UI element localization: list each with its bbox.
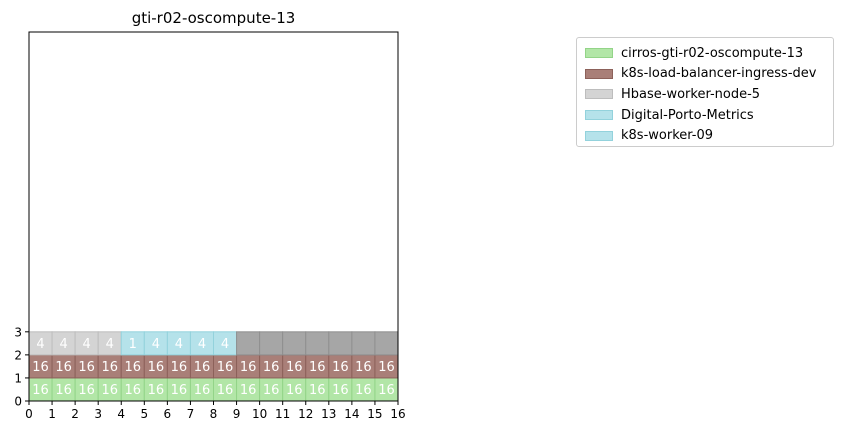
legend-item: k8s-worker-09 — [585, 125, 825, 146]
x-tick-label: 3 — [94, 407, 102, 421]
cell-label: 16 — [78, 383, 95, 398]
cell-label: 16 — [263, 360, 280, 375]
cell-label: 16 — [240, 360, 257, 375]
cell-label: 16 — [194, 360, 211, 375]
legend-swatch — [585, 89, 613, 100]
y-tick-label: 2 — [14, 348, 22, 362]
x-tick-label: 2 — [71, 407, 79, 421]
cell-label: 16 — [32, 383, 49, 398]
y-tick-label: 3 — [14, 325, 22, 339]
legend-swatch — [585, 130, 613, 141]
cell — [236, 331, 261, 356]
x-tick-label: 9 — [233, 407, 241, 421]
cell-label: 1 — [129, 337, 137, 352]
cell-label: 16 — [217, 383, 234, 398]
cell-label: 16 — [101, 360, 118, 375]
cell-label: 16 — [32, 360, 49, 375]
cell-label: 16 — [240, 383, 257, 398]
cell-label: 16 — [263, 383, 280, 398]
legend-swatch — [585, 68, 613, 79]
cell-label: 16 — [78, 360, 95, 375]
chart-title: gti-r02-oscompute-13 — [132, 9, 296, 27]
x-tick-label: 11 — [275, 407, 290, 421]
cell-label: 16 — [309, 383, 326, 398]
legend-item: k8s-load-balancer-ingress-dev — [585, 64, 825, 85]
cell-label: 16 — [332, 360, 349, 375]
x-tick-label: 14 — [344, 407, 359, 421]
legend-item: Hbase-worker-node-5 — [585, 84, 825, 105]
cell-label: 4 — [221, 337, 229, 352]
legend-label: cirros-gti-r02-oscompute-13 — [621, 45, 804, 61]
x-tick-label: 15 — [367, 407, 382, 421]
cell — [282, 331, 307, 356]
cell — [259, 331, 284, 356]
cell-label: 4 — [59, 337, 67, 352]
cell-label: 16 — [55, 360, 72, 375]
cell-label: 4 — [152, 337, 160, 352]
cell-label: 16 — [101, 383, 118, 398]
cell-label: 16 — [355, 383, 372, 398]
legend-item: Digital-Porto-Metrics — [585, 105, 825, 126]
cell-label: 16 — [148, 360, 165, 375]
x-tick-label: 10 — [252, 407, 267, 421]
cell-label: 16 — [378, 383, 395, 398]
cell — [328, 331, 353, 356]
cell-label: 16 — [309, 360, 326, 375]
x-tick-label: 1 — [48, 407, 56, 421]
cell-label: 16 — [171, 383, 188, 398]
cell-label: 16 — [125, 360, 142, 375]
legend-label: k8s-worker-09 — [621, 128, 714, 144]
cell-label: 16 — [194, 383, 211, 398]
legend-swatch — [585, 48, 613, 59]
cell-label: 4 — [198, 337, 206, 352]
cell-label: 4 — [83, 337, 91, 352]
cell-label: 16 — [286, 360, 303, 375]
x-tick-label: 16 — [390, 407, 405, 421]
cell-label: 4 — [175, 337, 183, 352]
cell-label: 16 — [286, 383, 303, 398]
legend: cirros-gti-r02-oscompute-13 k8s-load-bala… — [576, 37, 834, 147]
cell-label: 16 — [332, 383, 349, 398]
cell — [351, 331, 376, 356]
cell-label: 16 — [55, 383, 72, 398]
legend-swatch — [585, 110, 613, 121]
cell — [305, 331, 330, 356]
y-tick-label: 0 — [14, 395, 22, 409]
x-tick-label: 6 — [164, 407, 172, 421]
x-tick-label: 4 — [117, 407, 125, 421]
cell — [374, 331, 399, 356]
cell-label: 4 — [106, 337, 114, 352]
cell-label: 16 — [355, 360, 372, 375]
x-tick-label: 8 — [210, 407, 218, 421]
x-tick-label: 0 — [25, 407, 33, 421]
x-tick-label: 5 — [140, 407, 148, 421]
cell-label: 16 — [171, 360, 188, 375]
cell-label: 4 — [36, 337, 44, 352]
cell-label: 16 — [125, 383, 142, 398]
y-tick-label: 1 — [14, 371, 22, 385]
cell-label: 16 — [148, 383, 165, 398]
x-tick-label: 7 — [187, 407, 195, 421]
legend-label: k8s-load-balancer-ingress-dev — [621, 66, 817, 82]
x-tick-label: 13 — [321, 407, 336, 421]
legend-label: Hbase-worker-node-5 — [621, 86, 761, 102]
x-tick-label: 12 — [298, 407, 313, 421]
legend-item: cirros-gti-r02-oscompute-13 — [585, 43, 825, 64]
cell-label: 16 — [217, 360, 234, 375]
legend-label: Digital-Porto-Metrics — [621, 107, 754, 123]
cell-label: 16 — [378, 360, 395, 375]
